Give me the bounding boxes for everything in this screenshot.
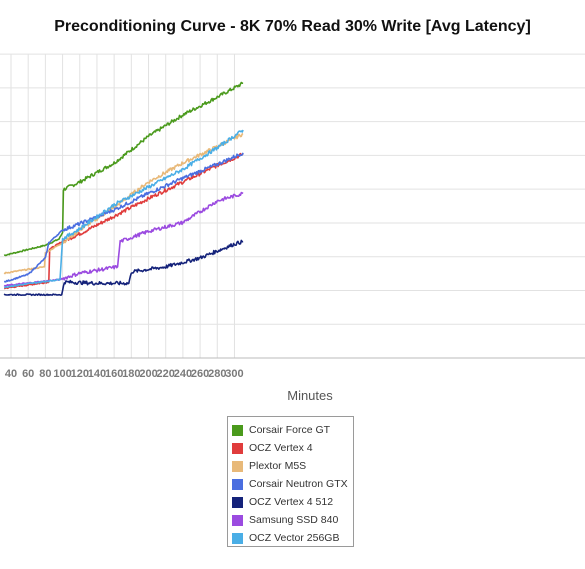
chart-title: Preconditioning Curve - 8K 70% Read 30% … [54,18,531,35]
x-tick-label: 220 [157,368,175,380]
x-tick-label: 100 [53,368,71,380]
legend-item[interactable]: Plextor M5S [232,457,353,475]
legend-label: Corsair Neutron GTX [249,478,348,490]
grid-lines [0,53,585,359]
legend: Corsair Force GT OCZ Vertex 4 Plextor M5S C… [227,416,354,547]
x-tick-label: 260 [191,368,209,380]
legend-label: OCZ Vertex 4 512 [249,496,334,508]
legend-item[interactable]: OCZ Vector 256GB [232,529,353,547]
legend-swatch [232,460,243,472]
x-tick-label: 80 [39,368,51,380]
legend-label: OCZ Vertex 4 [249,442,313,454]
legend-item[interactable]: Samsung SSD 840 [232,511,353,529]
legend-item[interactable]: OCZ Vertex 4 512 [232,493,353,511]
legend-swatch [232,496,243,508]
x-tick-label: 280 [208,368,226,380]
series-lines [3,81,244,297]
legend-swatch [232,442,243,454]
legend-swatch [232,532,243,544]
legend-label: OCZ Vector 256GB [249,532,340,544]
x-tick-label: 160 [105,368,123,380]
series-line-corsair-neutron-gtx [4,152,244,283]
legend-item[interactable]: OCZ Vertex 4 [232,439,353,457]
series-line-ocz-vertex-4-512 [3,239,244,297]
x-tick-label: 180 [122,368,140,380]
x-tick-label: 120 [71,368,89,380]
x-tick-label: 140 [88,368,106,380]
legend-swatch [232,514,243,526]
series-line-ocz-vector-256gb [4,129,244,289]
legend-label: Plextor M5S [249,460,307,472]
legend-item[interactable]: Corsair Neutron GTX [232,475,353,493]
series-line-plextor-m5s [3,133,244,275]
legend-swatch [232,424,243,436]
series-line-corsair-force-gt [3,81,244,257]
legend-item[interactable]: Corsair Force GT [232,421,353,439]
x-tick-label: 40 [5,368,17,380]
x-tick-label: 300 [225,368,243,380]
x-tick-label: 60 [22,368,34,380]
series-line-ocz-vertex-4 [3,152,244,290]
legend-swatch [232,478,243,490]
x-tick-label: 240 [174,368,192,380]
legend-label: Corsair Force GT [249,424,331,436]
x-tick-label: 200 [139,368,157,380]
x-axis-title: Minutes [287,388,333,403]
legend-label: Samsung SSD 840 [249,514,339,526]
